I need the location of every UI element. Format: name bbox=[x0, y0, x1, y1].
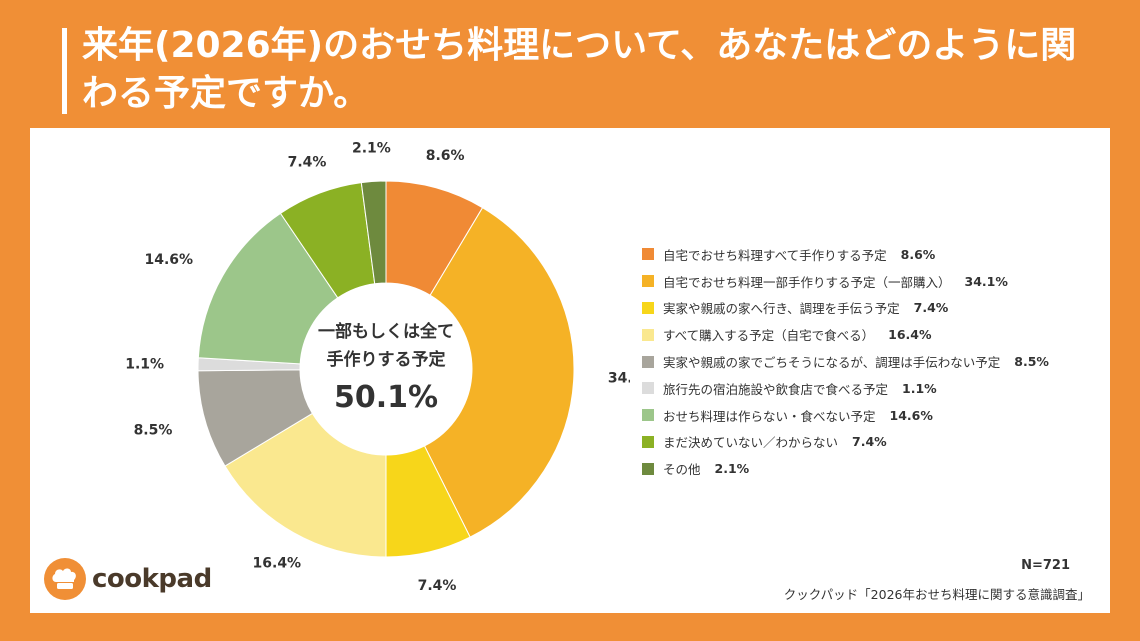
legend-value: 7.4% bbox=[852, 434, 887, 450]
legend-item: 実家や親戚の家へ行き、調理を手伝う予定 7.4% bbox=[642, 295, 1049, 322]
legend-item: すべて購入する予定（自宅で食べる） 16.4% bbox=[642, 321, 1049, 348]
legend-label: 旅行先の宿泊施設や飲食店で食べる予定 bbox=[663, 381, 889, 397]
legend-item: 自宅でおせち料理一部手作りする予定（一部購入） 34.1% bbox=[642, 268, 1049, 295]
legend-item: 自宅でおせち料理すべて手作りする予定 8.6% bbox=[642, 241, 1049, 268]
legend-label: 実家や親戚の家でごちそうになるが、調理は手伝わない予定 bbox=[663, 355, 1001, 371]
legend-item: 旅行先の宿泊施設や飲食店で食べる予定 1.1% bbox=[642, 375, 1049, 402]
legend-swatch bbox=[642, 435, 654, 448]
logo-wordmark: cookpad bbox=[92, 564, 212, 594]
legend-swatch bbox=[642, 328, 654, 341]
legend-label: まだ決めていない／わからない bbox=[663, 435, 839, 451]
legend-label: 実家や親戚の家へ行き、調理を手伝う予定 bbox=[663, 301, 900, 317]
donut-slice-3 bbox=[224, 412, 387, 558]
source-credit: クックパッド「2026年おせち料理に関する意識調査」 bbox=[783, 587, 1090, 602]
chart-panel: 8.6%34.1%7.4%16.4%8.5%1.1%14.6%7.4%2.1%一… bbox=[30, 128, 1110, 613]
legend-value: 1.1% bbox=[902, 380, 937, 396]
sample-size: N=721 bbox=[1021, 558, 1070, 573]
slice-value-label: 34.1% bbox=[608, 370, 630, 386]
slice-value-label: 8.5% bbox=[134, 422, 173, 438]
legend-value: 16.4% bbox=[888, 327, 932, 343]
legend-swatch bbox=[642, 301, 654, 314]
legend-item: おせち料理は作らない・食べない予定 14.6% bbox=[642, 402, 1049, 429]
legend-value: 14.6% bbox=[889, 407, 933, 423]
center-total-value: 50.1% bbox=[334, 380, 438, 415]
legend-value: 7.4% bbox=[913, 300, 949, 316]
page-title: 来年(2026年)のおせち料理について、あなたはどのように関わる予定ですか。 bbox=[82, 25, 1077, 114]
legend-value: 8.5% bbox=[1014, 354, 1049, 370]
legend-label: 自宅でおせち料理一部手作りする予定（一部購入） bbox=[663, 274, 951, 290]
legend-value: 2.1% bbox=[714, 461, 750, 477]
legend-item: 実家や親戚の家でごちそうになるが、調理は手伝わない予定 8.5% bbox=[642, 348, 1049, 375]
cookpad-logo: cookpad bbox=[44, 558, 212, 600]
chef-hat-icon bbox=[44, 558, 86, 600]
legend-swatch bbox=[642, 355, 654, 368]
slice-value-label: 7.4% bbox=[288, 155, 327, 171]
legend-swatch bbox=[642, 248, 654, 261]
legend-label: その他 bbox=[663, 462, 701, 478]
slice-value-label: 1.1% bbox=[125, 356, 164, 372]
legend-swatch bbox=[642, 462, 654, 475]
legend-label: おせち料理は作らない・食べない予定 bbox=[663, 408, 876, 424]
chart-legend: 自宅でおせち料理すべて手作りする予定 8.6% 自宅でおせち料理一部手作りする予定（… bbox=[642, 241, 1049, 482]
legend-item: その他 2.1% bbox=[642, 455, 1049, 482]
donut-slice-6 bbox=[197, 212, 339, 365]
center-caption-line: 一部もしくは全て bbox=[318, 321, 454, 342]
donut-slice-1 bbox=[423, 206, 575, 538]
slice-value-label: 7.4% bbox=[418, 578, 457, 594]
legend-item: まだ決めていない／わからない 7.4% bbox=[642, 429, 1049, 456]
legend-value: 8.6% bbox=[900, 246, 936, 262]
legend-label: すべて購入する予定（自宅で食べる） bbox=[663, 328, 875, 344]
legend-value: 34.1% bbox=[964, 273, 1008, 289]
donut-chart: 8.6% 34.1% 7.4% 16.4% 8.5% 1.1% 14.6% 7.4% 2.1% 一… bbox=[125, 140, 630, 594]
donut-slice-8 bbox=[360, 180, 387, 285]
slice-value-label: 14.6% bbox=[144, 252, 193, 268]
legend-swatch bbox=[642, 409, 654, 422]
legend-label: 自宅でおせち料理すべて手作りする予定 bbox=[663, 247, 887, 263]
legend-swatch bbox=[642, 275, 654, 288]
legend-swatch bbox=[642, 382, 654, 395]
slice-value-label: 16.4% bbox=[253, 555, 302, 571]
slice-value-label: 2.1% bbox=[352, 140, 391, 156]
slice-value-label: 8.6% bbox=[426, 148, 465, 164]
title-accent-bar bbox=[62, 28, 67, 114]
center-caption-line: 手作りする予定 bbox=[327, 349, 446, 370]
